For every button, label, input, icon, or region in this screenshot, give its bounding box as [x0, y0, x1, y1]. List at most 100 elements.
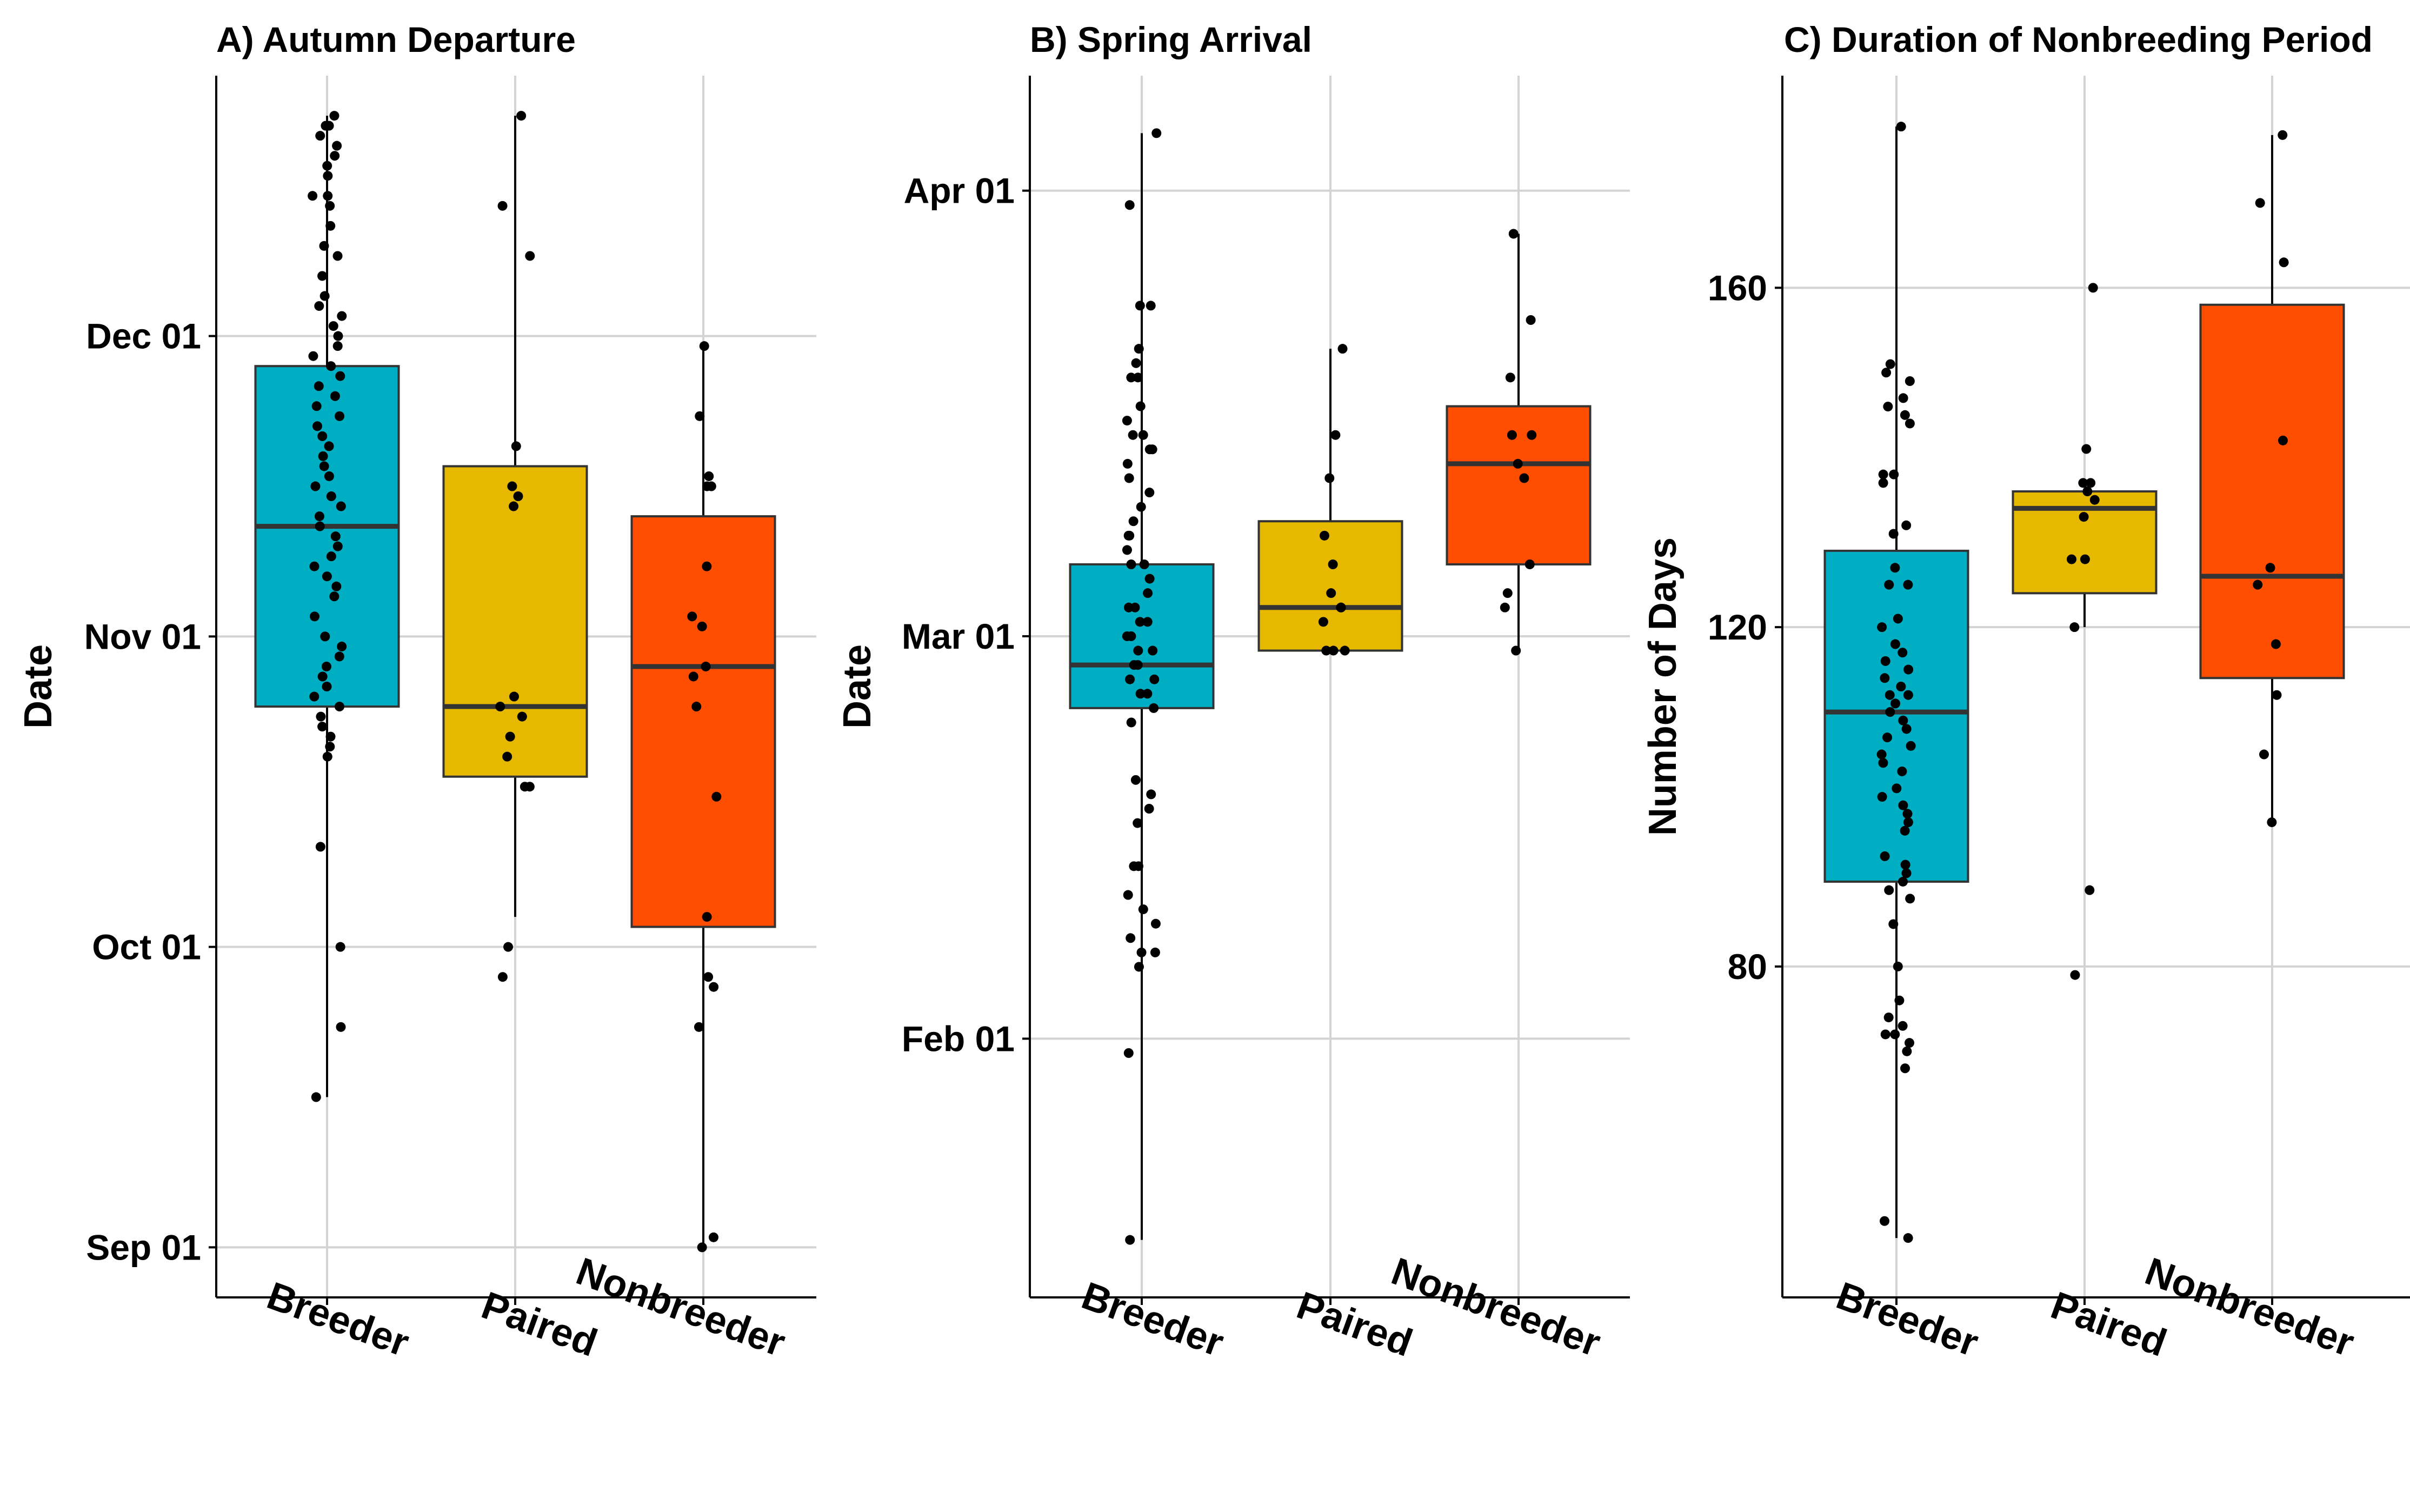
data-point — [2267, 817, 2277, 828]
data-point — [1898, 800, 1908, 810]
data-point — [1901, 520, 1912, 530]
data-point — [703, 972, 714, 982]
data-point — [497, 972, 508, 982]
data-point — [509, 501, 519, 511]
data-point — [318, 451, 328, 461]
data-point — [694, 1022, 704, 1032]
data-point — [2066, 554, 2076, 564]
data-point — [702, 912, 712, 922]
data-point — [1330, 430, 1341, 440]
data-point — [315, 131, 325, 141]
data-point — [321, 121, 331, 131]
data-point — [1881, 368, 1892, 378]
data-point — [1126, 372, 1136, 383]
data-point — [1876, 749, 1887, 760]
data-point — [1507, 430, 1517, 440]
data-point — [319, 461, 329, 471]
data-point — [334, 651, 344, 662]
data-point — [1897, 766, 1907, 776]
data-point — [1126, 933, 1136, 943]
data-point — [699, 341, 709, 351]
data-point — [308, 191, 318, 201]
data-point — [1125, 674, 1135, 684]
data-point — [511, 441, 521, 451]
data-point — [321, 661, 331, 671]
box-nonbreeder — [630, 515, 776, 928]
data-point — [1527, 430, 1537, 440]
data-point — [1133, 645, 1143, 656]
data-point — [322, 751, 332, 762]
box-nonbreeder — [2199, 303, 2345, 680]
data-point — [328, 321, 338, 331]
data-point — [1903, 580, 1913, 590]
data-point — [687, 611, 697, 622]
data-point — [1878, 758, 1888, 768]
data-point — [1511, 645, 1521, 656]
data-point — [1905, 894, 1915, 904]
data-point — [1890, 639, 1900, 649]
data-point — [1138, 904, 1148, 915]
data-point — [1144, 574, 1155, 584]
data-point — [2088, 283, 2098, 293]
data-point — [2089, 495, 2100, 505]
data-point — [702, 481, 712, 491]
data-point — [323, 191, 333, 201]
data-point — [697, 621, 707, 631]
data-point — [1526, 315, 1536, 325]
y-tick-label: 80 — [1728, 947, 1767, 987]
data-point — [1880, 673, 1890, 683]
data-point — [1903, 664, 1914, 675]
data-point — [1123, 530, 1134, 541]
data-point — [1505, 372, 1515, 383]
data-point — [1146, 789, 1156, 800]
data-point — [524, 782, 535, 792]
data-point — [325, 221, 336, 231]
data-point — [324, 441, 334, 451]
y-axis-title: Date — [836, 644, 879, 729]
data-point — [1328, 645, 1339, 656]
data-point — [1889, 469, 1899, 479]
data-point — [1906, 741, 1916, 751]
data-point — [1122, 458, 1133, 469]
data-point — [1896, 122, 1906, 132]
data-point — [309, 561, 319, 571]
panel-b: B) Spring Arrival Feb 01 Mar 01 Apr 01 Breed… — [836, 19, 1630, 1365]
data-point — [2078, 478, 2088, 488]
data-point — [317, 722, 328, 732]
data-point — [711, 791, 722, 802]
data-point — [1883, 402, 1893, 412]
data-point — [1905, 376, 1915, 386]
data-point — [1144, 804, 1154, 814]
data-point — [2255, 198, 2265, 208]
data-point — [1126, 631, 1136, 641]
data-point — [2259, 749, 2269, 760]
data-point — [1150, 947, 1160, 957]
data-point — [1898, 876, 1908, 887]
data-point — [1896, 682, 1906, 691]
data-point — [495, 702, 505, 712]
y-tick-label: Mar 01 — [902, 616, 1015, 656]
data-point — [1133, 818, 1143, 828]
data-point — [505, 731, 515, 742]
data-point — [695, 411, 705, 421]
data-point — [1124, 200, 1135, 210]
data-point — [329, 111, 339, 121]
data-point — [1142, 617, 1153, 627]
data-point — [1336, 602, 1346, 612]
data-point — [1128, 516, 1139, 527]
data-point — [2070, 970, 2080, 980]
data-point — [311, 1092, 321, 1102]
data-point — [308, 351, 318, 361]
data-point — [1890, 698, 1900, 709]
data-point — [1892, 783, 1902, 794]
data-point — [1500, 602, 1510, 612]
data-point — [1144, 488, 1155, 498]
data-point — [1878, 478, 1888, 488]
data-point — [704, 471, 714, 481]
data-point — [701, 661, 711, 671]
data-point — [315, 521, 325, 531]
data-point — [1894, 995, 1905, 1005]
data-point — [320, 631, 330, 642]
data-point — [1885, 707, 1895, 717]
